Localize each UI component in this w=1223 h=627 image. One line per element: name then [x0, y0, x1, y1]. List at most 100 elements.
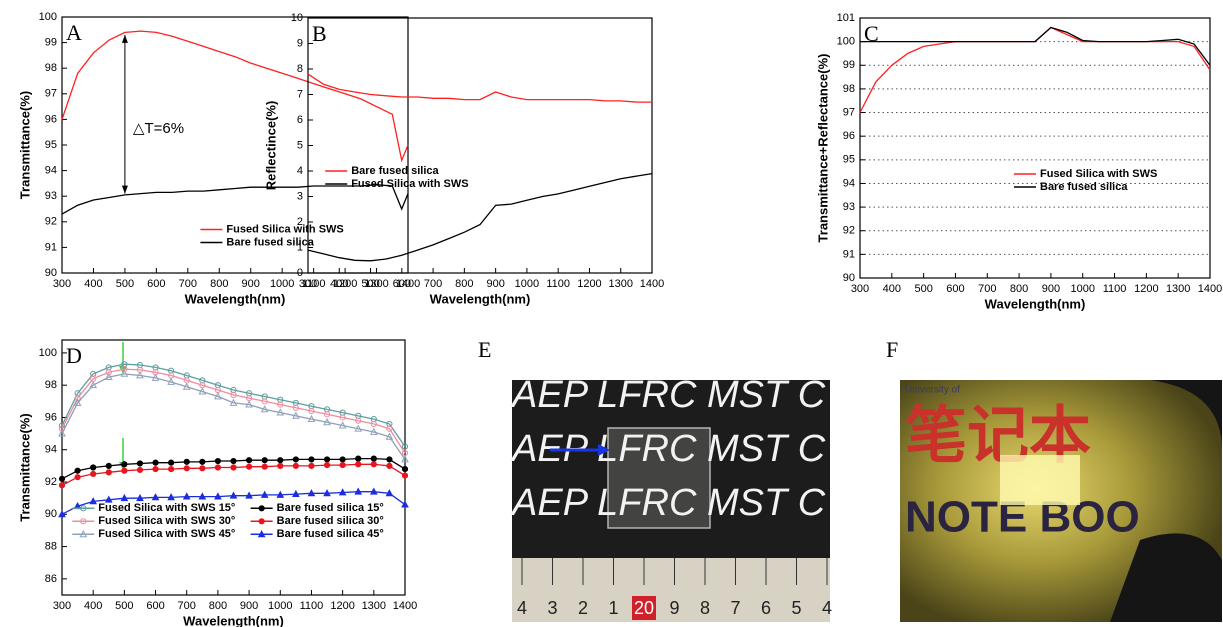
y-tick-label: 93 — [843, 201, 855, 213]
y-tick-label: 101 — [837, 12, 855, 24]
marker — [307, 414, 316, 422]
x-tick-label: 1100 — [302, 278, 326, 290]
y-tick-label: 6 — [297, 114, 303, 126]
marker — [385, 489, 394, 497]
marker — [355, 461, 362, 468]
marker — [198, 492, 207, 500]
marker — [90, 470, 97, 478]
ruler-labels: 4 3 2 1 20 9 8 7 6 5 4 — [517, 558, 832, 620]
marker — [339, 456, 346, 463]
x-tick-label: 1400 — [640, 278, 664, 290]
marker — [198, 387, 207, 395]
y-tick-label: 7 — [297, 88, 303, 100]
panel-label: C — [864, 21, 879, 46]
y-tick-label: 95 — [45, 139, 57, 151]
y-tick-label: 100 — [39, 11, 57, 23]
marker — [183, 458, 190, 465]
y-tick-label: 94 — [45, 444, 57, 456]
marker — [401, 455, 409, 463]
x-tick-label: 500 — [914, 283, 932, 295]
marker — [292, 456, 299, 463]
marker — [257, 530, 266, 538]
marker — [258, 505, 265, 512]
marker — [182, 382, 191, 390]
x-tick-label: 1100 — [1103, 283, 1127, 295]
marker — [58, 429, 66, 437]
x-tick-label: 700 — [424, 278, 442, 290]
marker — [401, 472, 409, 479]
x-tick-label: 500 — [115, 600, 133, 612]
glove — [1110, 380, 1222, 622]
x-tick-label: 1200 — [1134, 283, 1158, 295]
line — [307, 172, 653, 262]
y-tick-label: 91 — [843, 248, 855, 260]
panel-label: A — [66, 20, 82, 45]
marker — [121, 461, 128, 468]
marker — [120, 369, 129, 377]
photo-text: University of — [905, 385, 960, 396]
marker — [401, 500, 409, 508]
photo-e: E AEP LFRC MST C AEP LFRC MST C AEP LFRC… — [478, 337, 832, 622]
ruler-label: 1 — [608, 598, 618, 618]
marker — [245, 491, 253, 499]
x-tick-label: 1300 — [1166, 283, 1190, 295]
x-tick-label: 300 — [851, 283, 869, 295]
y-tick-label: 94 — [45, 165, 57, 177]
x-tick-label: 700 — [179, 278, 197, 290]
arrow-head — [598, 444, 610, 456]
marker — [323, 411, 331, 418]
x-tick-label: 800 — [209, 600, 227, 612]
legend-label: Fused Silica with SWS — [1040, 168, 1157, 180]
marker — [80, 518, 87, 525]
x-tick-label: 600 — [393, 278, 411, 290]
y-tick-label: 90 — [45, 267, 57, 279]
y-tick-label: 3 — [297, 190, 303, 202]
marker — [105, 469, 112, 476]
plot-frame — [859, 17, 1211, 279]
marker — [276, 490, 285, 498]
marker — [385, 432, 394, 440]
x-tick-label: 800 — [1010, 283, 1028, 295]
marker — [307, 489, 316, 497]
marker — [151, 373, 160, 381]
x-tick-label: 1000 — [515, 278, 539, 290]
legend-label: Fused Silica with SWS 30° — [98, 515, 235, 527]
marker — [339, 414, 346, 421]
marker — [79, 530, 88, 538]
line — [860, 26, 1211, 66]
marker — [245, 457, 253, 464]
marker — [258, 518, 265, 525]
y-axis-title: Transmittance(%) — [17, 413, 32, 521]
ruler-label: 2 — [578, 598, 588, 618]
ruler — [512, 558, 830, 622]
marker — [355, 417, 362, 424]
marker — [308, 456, 315, 463]
marker — [74, 474, 81, 481]
y-tick-label: 96 — [45, 411, 57, 423]
line — [61, 363, 406, 447]
marker — [229, 398, 238, 406]
marker — [214, 457, 222, 465]
marker — [261, 398, 268, 405]
marker — [261, 463, 268, 470]
legend-label: Bare fused silica — [226, 236, 314, 248]
photo-f: F University of 笔记本 NOTE BOO — [886, 337, 1222, 622]
ruler-label: 5 — [791, 598, 801, 618]
x-tick-label: 800 — [455, 278, 473, 290]
y-tick-label: 97 — [45, 88, 57, 100]
marker — [354, 424, 363, 432]
marker — [277, 457, 284, 464]
marker — [167, 377, 175, 385]
annotation: △T=6% — [133, 120, 184, 137]
y-tick-label: 97 — [843, 106, 855, 118]
x-tick-label: 1300 — [608, 278, 632, 290]
marker — [370, 420, 377, 428]
y-tick-label: 92 — [843, 225, 855, 237]
line — [61, 184, 409, 215]
marker — [168, 466, 175, 473]
x-tick-label: 500 — [361, 278, 379, 290]
panel-label: D — [66, 343, 82, 368]
x-tick-label: 1100 — [300, 600, 324, 612]
y-tick-label: 92 — [45, 476, 57, 488]
marker — [338, 488, 347, 496]
